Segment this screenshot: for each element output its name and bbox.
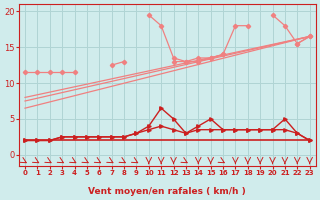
X-axis label: Vent moyen/en rafales ( km/h ): Vent moyen/en rafales ( km/h ) (88, 187, 246, 196)
